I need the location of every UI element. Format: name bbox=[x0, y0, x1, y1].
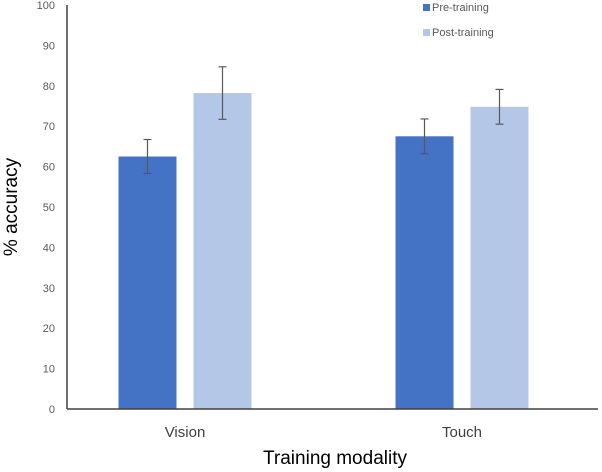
x-category-label: Touch bbox=[442, 424, 482, 441]
y-tick-label: 80 bbox=[43, 81, 55, 93]
y-axis-ticks: 0 10 20 30 40 50 60 70 80 90 100 bbox=[37, 0, 55, 416]
legend: Pre-training Post-training bbox=[423, 2, 494, 39]
legend-label: Pre-training bbox=[432, 2, 489, 14]
bar-post-training-touch bbox=[470, 106, 529, 410]
bar-pre-training-vision bbox=[118, 156, 177, 409]
y-axis-title: % accuracy bbox=[1, 157, 22, 256]
legend-label: Post-training bbox=[432, 27, 494, 39]
error-bar bbox=[420, 118, 429, 155]
error-bar bbox=[218, 66, 227, 120]
y-tick-label: 10 bbox=[43, 364, 55, 376]
error-bar bbox=[143, 138, 152, 175]
y-tick-label: 90 bbox=[43, 40, 55, 52]
y-tick-label: 100 bbox=[37, 0, 55, 12]
error-bars bbox=[143, 66, 504, 175]
y-tick-label: 50 bbox=[43, 202, 55, 214]
y-tick-label: 60 bbox=[43, 162, 55, 174]
y-tick-label: 0 bbox=[49, 404, 55, 416]
bar-pre-training-touch bbox=[395, 136, 454, 410]
bar-post-training-vision bbox=[193, 93, 252, 410]
x-category-label: Vision bbox=[165, 424, 206, 441]
legend-swatch bbox=[423, 4, 430, 11]
x-axis-title: Training modality bbox=[263, 448, 407, 469]
y-tick-label: 20 bbox=[43, 323, 55, 335]
y-tick-label: 30 bbox=[43, 283, 55, 295]
y-tick-label: 40 bbox=[43, 242, 55, 254]
error-bar bbox=[495, 88, 504, 125]
x-axis-categories: Vision Touch bbox=[165, 424, 482, 441]
legend-swatch bbox=[423, 29, 430, 36]
bars bbox=[118, 93, 529, 410]
y-tick-label: 70 bbox=[43, 121, 55, 133]
